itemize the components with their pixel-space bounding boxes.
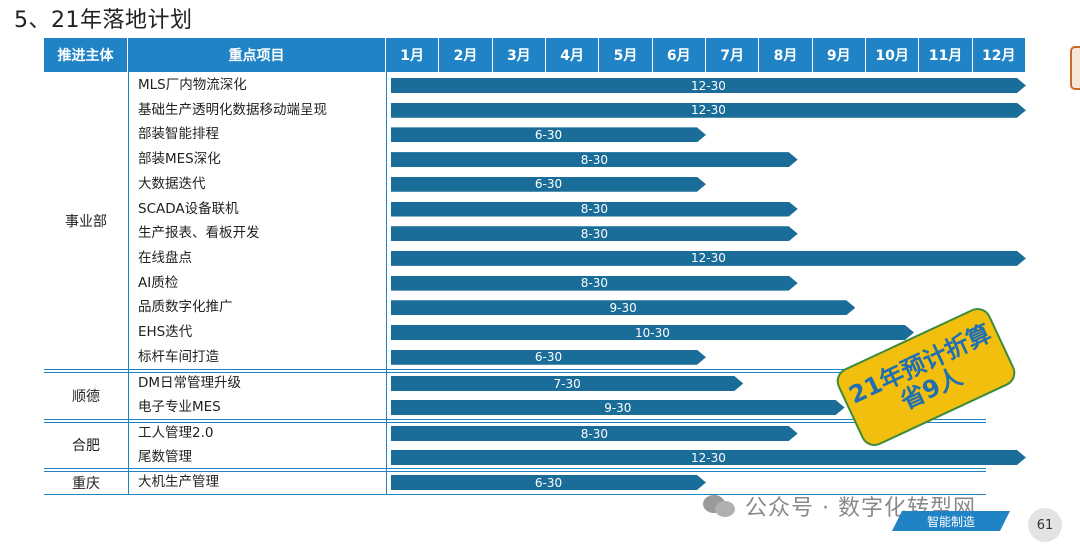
timeline-bar: 6-30 xyxy=(391,127,706,142)
due-date-label: 10-30 xyxy=(635,325,670,340)
due-date-label: 12-30 xyxy=(691,78,726,93)
project-label: 电子专业MES xyxy=(138,399,221,415)
project-label: 大数据迭代 xyxy=(138,175,206,192)
header-month: 3月 xyxy=(492,38,546,72)
due-date-label: 8-30 xyxy=(580,202,608,216)
timeline-bar: 6-30 xyxy=(391,475,706,490)
timeline-bar: 12-30 xyxy=(391,103,1026,118)
header-month: 4月 xyxy=(545,38,600,72)
header-month: 5月 xyxy=(599,38,653,72)
category-tag: 智能制造 xyxy=(892,511,1010,531)
timeline-bar: 8-30 xyxy=(391,226,798,241)
timeline-bar: 12-30 xyxy=(391,450,1026,465)
due-date-label: 12-30 xyxy=(691,251,726,266)
page-number: 61 xyxy=(1028,508,1062,542)
header-month: 7月 xyxy=(705,38,760,72)
group-label: 合肥 xyxy=(72,438,100,454)
project-label: 品质数字化推广 xyxy=(138,299,233,316)
timeline-bar: 8-30 xyxy=(391,202,798,217)
group-separator xyxy=(44,471,986,472)
header-month: 2月 xyxy=(439,38,493,72)
group-separator xyxy=(44,372,986,373)
due-date-label: 12-30 xyxy=(691,103,726,118)
group-label: 事业部 xyxy=(65,213,107,230)
due-date-label: 12-30 xyxy=(691,450,726,465)
page-title: 5、21年落地计划 xyxy=(14,8,193,33)
header-month: 12月 xyxy=(972,38,1026,72)
timeline-bar: 8-30 xyxy=(391,276,798,291)
group-label: 顺德 xyxy=(72,388,100,405)
timeline-bar: 10-30 xyxy=(391,325,914,340)
header-month: 10月 xyxy=(865,38,920,72)
due-date-label: 6-30 xyxy=(534,475,563,490)
due-date-label: 8-30 xyxy=(580,276,608,291)
header-project: 重点项目 xyxy=(128,38,386,72)
timeline-bar: 6-30 xyxy=(391,350,706,365)
project-label: EHS迭代 xyxy=(138,324,193,340)
wechat-icon xyxy=(703,493,737,519)
project-label: 大机生产管理 xyxy=(138,474,219,490)
due-date-label: 6-30 xyxy=(534,177,563,192)
project-label: 工人管理2.0 xyxy=(138,425,214,441)
header-month: 8月 xyxy=(759,38,813,72)
timeline-bar: 12-30 xyxy=(391,78,1026,93)
project-label: 尾数管理 xyxy=(138,449,192,465)
group-separator xyxy=(44,422,986,423)
header-month: 1月 xyxy=(386,38,440,72)
header-subject: 推进主体 xyxy=(44,38,128,72)
group-separator xyxy=(44,369,986,370)
due-date-label: 6-30 xyxy=(534,350,563,365)
timeline-bar: 8-30 xyxy=(391,152,798,167)
due-date-label: 8-30 xyxy=(580,426,608,441)
timeline-bar: 12-30 xyxy=(391,251,1026,266)
group-separator xyxy=(44,468,986,469)
divider xyxy=(128,72,129,495)
project-label: 部装智能排程 xyxy=(138,126,219,143)
project-label: 基础生产透明化数据移动端呈现 xyxy=(138,101,327,118)
table-bottom xyxy=(44,494,986,495)
project-label: MLS厂内物流深化 xyxy=(138,77,247,93)
project-label: 标杆车间打造 xyxy=(138,348,219,365)
due-date-label: 9-30 xyxy=(604,400,632,415)
header-month: 9月 xyxy=(812,38,866,72)
due-date-label: 8-30 xyxy=(580,152,608,167)
side-decoration xyxy=(1070,46,1080,90)
project-label: DM日常管理升级 xyxy=(138,375,242,391)
plan-table: 推进主体 重点项目 1月 2月 3月 4月 5月 6月 7月 8月 9月 10月 11月 12月 事业… xyxy=(44,38,1030,495)
project-label: AI质检 xyxy=(138,274,179,291)
project-label: 在线盘点 xyxy=(138,249,192,266)
group-label: 重庆 xyxy=(72,475,100,492)
header-month: 6月 xyxy=(652,38,706,72)
project-label: SCADA设备联机 xyxy=(138,200,239,217)
divider xyxy=(386,72,387,495)
due-date-label: 8-30 xyxy=(580,226,608,241)
timeline-bar: 9-30 xyxy=(391,300,855,315)
due-date-label: 9-30 xyxy=(609,300,637,315)
project-label: 部装MES深化 xyxy=(138,151,221,168)
timeline-bar: 7-30 xyxy=(391,376,743,391)
timeline-bar: 9-30 xyxy=(391,400,845,415)
project-label: 生产报表、看板开发 xyxy=(138,225,260,242)
header-month: 11月 xyxy=(919,38,973,72)
timeline-bar: 8-30 xyxy=(391,426,798,441)
due-date-label: 6-30 xyxy=(534,127,563,142)
group-separator xyxy=(44,419,986,420)
due-date-label: 7-30 xyxy=(553,376,581,391)
timeline-bar: 6-30 xyxy=(391,177,706,192)
